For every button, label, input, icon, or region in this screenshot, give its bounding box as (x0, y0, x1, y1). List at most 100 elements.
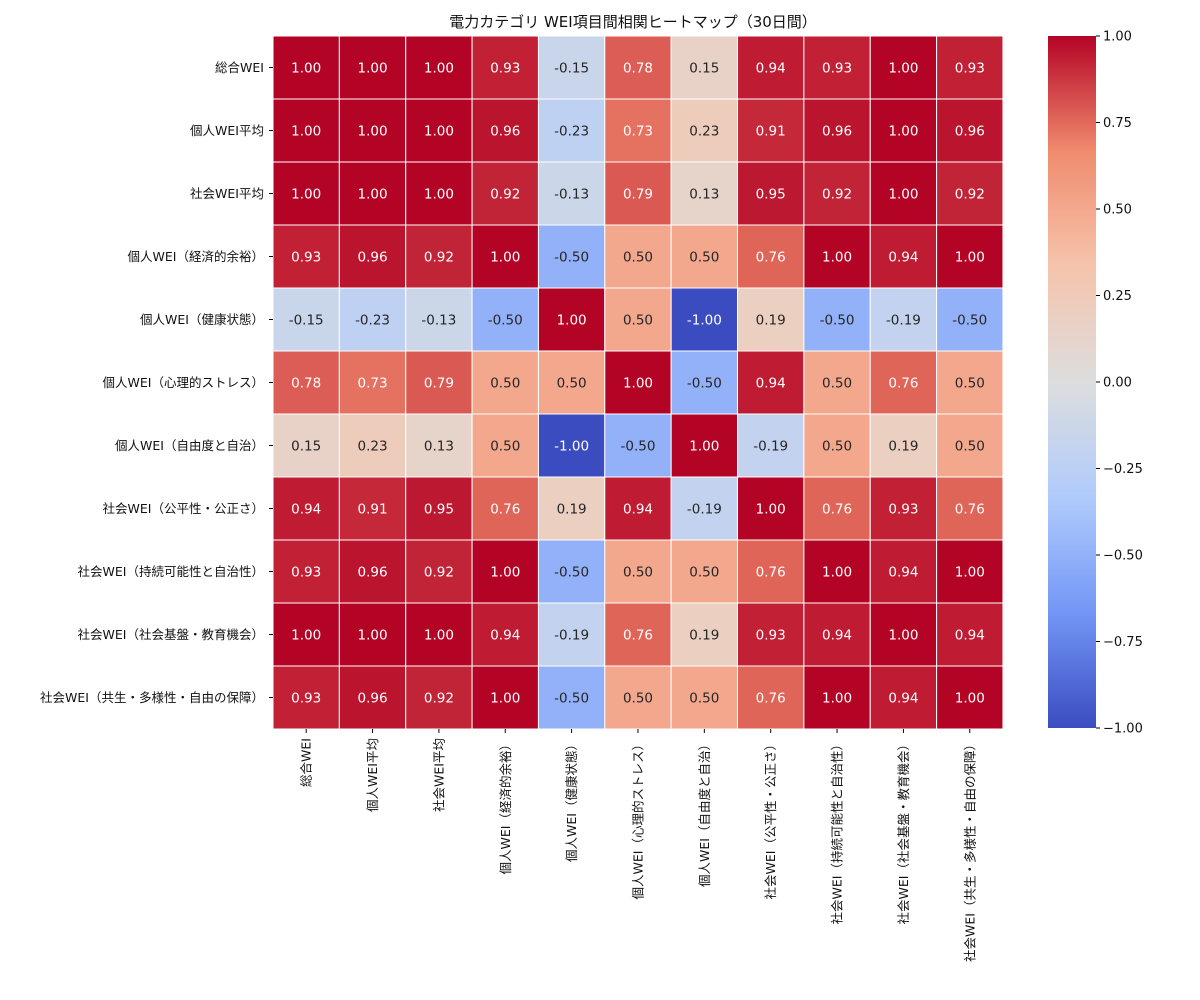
heatmap-cell (670, 224, 739, 289)
heatmap-cell (869, 413, 938, 478)
row-label: 社会WEI平均 (190, 186, 264, 201)
row-label: 個人WEI（健康状態） (140, 312, 264, 327)
cell-value-label: 0.76 (756, 691, 786, 707)
cell-value-label: -0.23 (554, 124, 589, 140)
cell-value-label: 0.50 (822, 376, 852, 392)
heatmap-cell (737, 98, 805, 163)
heatmap-cell (272, 35, 340, 100)
column-label: 社会WEI平均 (431, 738, 446, 812)
cell-value-label: 0.92 (424, 691, 454, 707)
chart-title: 電力カテゴリ WEI項目間相関ヒートマップ（30日間） (449, 13, 817, 31)
column-label: 個人WEI平均 (365, 738, 380, 812)
column-label: 社会WEI（持続可能性と自治性） (830, 738, 845, 924)
row-label: 社会WEI（共生・多様性・自由の保障） (40, 690, 264, 705)
heatmap-cell (737, 35, 805, 100)
cell-value-label: 0.73 (358, 376, 388, 392)
heatmap-cell (604, 602, 672, 667)
heatmap-cell (604, 413, 672, 478)
heatmap-cell (604, 224, 672, 289)
heatmap-cell (604, 287, 672, 352)
cell-value-label: 1.00 (490, 250, 520, 266)
heatmap-cell (936, 161, 1004, 226)
cell-value-label: 0.50 (623, 565, 653, 581)
cell-value-label: 0.92 (424, 250, 454, 266)
cell-value-label: -0.50 (687, 376, 722, 392)
heatmap-cell (338, 476, 407, 541)
heatmap-cell (272, 476, 340, 541)
cell-value-label: 1.00 (291, 61, 321, 77)
cell-value-label: 0.78 (291, 376, 321, 392)
cell-value-label: 0.93 (490, 61, 520, 77)
cell-value-label: 0.94 (756, 376, 786, 392)
heatmap-cell (471, 224, 539, 289)
colorbar-tick-label: 0.75 (1103, 116, 1132, 131)
cell-value-label: 0.94 (623, 502, 653, 518)
cell-value-label: 1.00 (424, 628, 454, 644)
cell-value-label: 0.50 (822, 439, 852, 455)
row-label: 個人WEI（自由度と自治） (115, 438, 264, 453)
cell-value-label: 0.91 (756, 124, 786, 140)
heatmap-cell (936, 350, 1004, 415)
cell-value-label: -0.50 (488, 313, 523, 329)
heatmap-cell (803, 539, 871, 604)
cell-value-label: 0.50 (623, 250, 653, 266)
cell-value-label: 0.50 (955, 439, 985, 455)
heatmap-cell (670, 287, 739, 352)
heatmap-cell (537, 224, 606, 289)
cell-value-label: -0.19 (753, 439, 788, 455)
heatmap-cell (272, 539, 340, 604)
heatmap-cell (471, 602, 539, 667)
cell-value-label: -1.00 (554, 439, 589, 455)
cell-value-label: -0.19 (554, 628, 589, 644)
heatmap-cell (936, 539, 1004, 604)
cell-value-label: 1.00 (490, 565, 520, 581)
heatmap-cell (803, 224, 871, 289)
heatmap-cell (604, 476, 672, 541)
heatmap-cell (803, 602, 871, 667)
cell-value-label: -0.19 (886, 313, 921, 329)
cell-value-label: 1.00 (358, 124, 388, 140)
heatmap-cell (604, 665, 672, 730)
heatmap-cell (272, 602, 340, 667)
cell-value-label: -0.50 (952, 313, 987, 329)
cell-value-label: 1.00 (822, 565, 852, 581)
cell-value-label: 1.00 (955, 691, 985, 707)
colorbar-tick-label: 1.00 (1103, 30, 1132, 45)
heatmap-cell (936, 35, 1004, 100)
heatmap-cell (405, 602, 473, 667)
cell-value-label: 1.00 (490, 691, 520, 707)
heatmap-cell (272, 287, 340, 352)
heatmap-cell (537, 287, 606, 352)
cell-value-label: 0.79 (424, 376, 454, 392)
colorbar-gradient (1048, 36, 1096, 728)
heatmap-cell (737, 665, 805, 730)
cell-value-label: 0.92 (822, 187, 852, 203)
cell-value-label: -0.50 (820, 313, 855, 329)
column-label: 社会WEI（公平性・公正さ） (763, 738, 778, 899)
cell-value-label: 0.76 (822, 502, 852, 518)
row-label: 個人WEI（心理的ストレス） (103, 375, 264, 390)
heatmap-cell (670, 161, 739, 226)
heatmap-cell (737, 602, 805, 667)
cell-value-label: 0.23 (689, 124, 719, 140)
heatmap-cell (338, 287, 407, 352)
heatmap-cell (537, 476, 606, 541)
cell-value-label: 1.00 (358, 187, 388, 203)
cell-value-label: 0.93 (955, 61, 985, 77)
heatmap-cell (537, 665, 606, 730)
row-label: 社会WEI（持続可能性と自治性） (78, 564, 264, 579)
heatmap-cell (405, 35, 473, 100)
heatmap-cell (803, 287, 871, 352)
cell-value-label: 0.19 (557, 502, 587, 518)
cell-value-label: 0.50 (689, 565, 719, 581)
heatmap-cell (869, 224, 938, 289)
cell-value-label: 0.93 (888, 502, 918, 518)
row-label: 個人WEI（経済的余裕） (128, 249, 264, 264)
heatmap-cell (604, 539, 672, 604)
cell-value-label: 0.76 (490, 502, 520, 518)
cell-value-label: 0.93 (756, 628, 786, 644)
colorbar-tick-label: 0.00 (1103, 376, 1132, 391)
heatmap-cell (670, 98, 739, 163)
